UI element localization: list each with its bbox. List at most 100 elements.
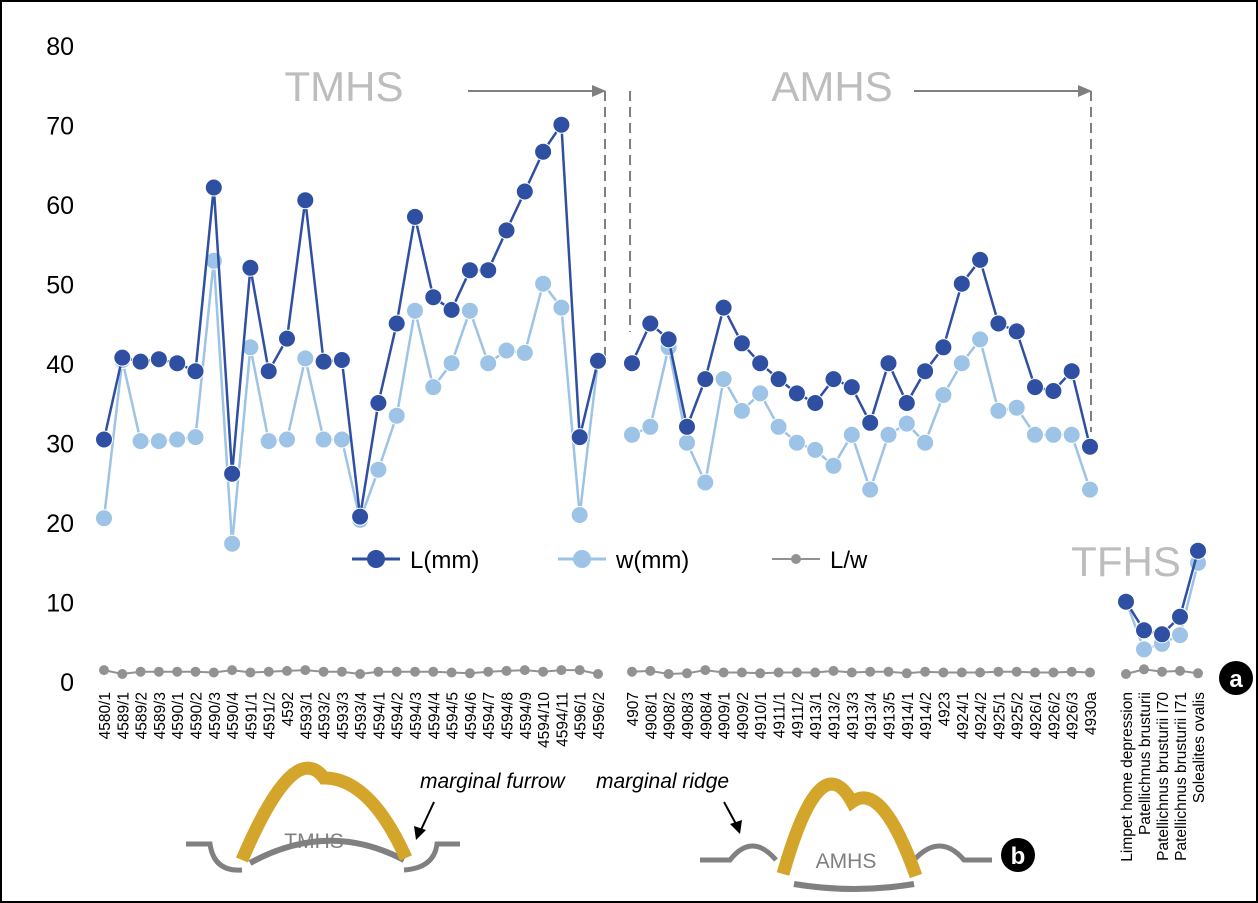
data-point <box>901 668 912 679</box>
x-tick-label: 4914/1 <box>900 692 917 739</box>
data-point <box>1062 362 1081 381</box>
data-point <box>168 430 187 449</box>
series-length <box>95 115 1207 644</box>
amhs-diagram-label: AMHS <box>816 850 877 873</box>
panel-badges: ab <box>1001 661 1253 872</box>
data-point <box>259 362 278 381</box>
data-point <box>1085 667 1095 678</box>
data-point <box>355 669 366 679</box>
x-tick-label: 4594/2 <box>390 692 407 739</box>
x-tick-label: 4908/1 <box>643 692 660 739</box>
x-tick-label: 4589/2 <box>134 692 151 739</box>
x-tick-label: 4913/4 <box>863 692 880 740</box>
data-point <box>186 362 205 381</box>
data-point <box>241 338 260 357</box>
data-point <box>259 432 278 451</box>
data-point <box>479 354 498 373</box>
x-tick-label: 4908/3 <box>680 692 697 739</box>
x-tick-label: Patellichnus brusturii I71 <box>1173 692 1190 861</box>
data-point <box>1171 626 1189 645</box>
furrow-arrow-line <box>419 801 435 833</box>
y-tick-label: 40 <box>46 351 74 379</box>
data-point <box>700 665 711 676</box>
data-point <box>879 354 898 373</box>
data-point <box>696 473 715 492</box>
x-tick-label: 4594/4 <box>426 692 443 740</box>
data-point <box>732 334 751 353</box>
data-point <box>678 433 696 452</box>
y-axis: 0 10 20 30 40 50 60 70 80 <box>46 33 74 697</box>
data-point <box>1157 666 1167 677</box>
x-tick-label: 4925/1 <box>991 692 1008 739</box>
data-point <box>332 430 351 449</box>
data-point <box>223 464 242 483</box>
x-tick-label: 4590/3 <box>207 692 224 739</box>
data-point <box>515 182 534 201</box>
data-point <box>769 417 788 436</box>
data-point <box>755 668 766 679</box>
data-point <box>696 370 715 389</box>
data-point <box>172 666 183 677</box>
data-point <box>497 221 516 240</box>
data-point <box>952 354 971 373</box>
data-point <box>332 351 351 369</box>
data-point <box>318 666 329 677</box>
data-point <box>1189 541 1207 560</box>
data-point <box>149 350 168 369</box>
x-tick-label: 4913/1 <box>808 692 825 739</box>
x-tick-label: 4594/3 <box>408 692 425 739</box>
data-point <box>278 329 296 348</box>
data-point <box>861 413 880 432</box>
marginal-furrow-label: marginal furrow <box>420 770 567 793</box>
data-point <box>806 394 825 412</box>
data-point <box>956 667 967 678</box>
data-point <box>245 667 256 678</box>
x-tick-label: Limpet home depression <box>1119 692 1136 862</box>
data-point <box>446 667 457 678</box>
x-tick-label: 4926/2 <box>1046 692 1063 739</box>
data-point <box>574 665 585 676</box>
data-point <box>464 668 475 679</box>
data-point <box>1121 669 1131 679</box>
data-point <box>1062 425 1081 444</box>
x-tick-label: 4911/2 <box>790 692 807 738</box>
data-point <box>501 665 512 676</box>
y-tick-label: 20 <box>46 510 74 538</box>
legend-label: L/w <box>830 547 868 574</box>
data-point <box>1048 667 1059 678</box>
data-point <box>391 666 402 677</box>
x-tick-label: 4909/1 <box>717 692 734 739</box>
x-tick-label: 4596/1 <box>573 692 590 739</box>
data-point <box>1030 667 1040 678</box>
data-point <box>787 433 806 452</box>
data-point <box>1044 425 1063 444</box>
data-point <box>975 667 986 678</box>
amhs-shell <box>776 777 923 879</box>
data-point <box>641 314 660 333</box>
data-point <box>460 261 479 280</box>
data-point <box>515 343 534 362</box>
x-tick-label: Solealites ovalis <box>1191 692 1208 803</box>
x-tick-label: Patellichnus brusturii I70 <box>1155 692 1172 861</box>
data-point <box>883 666 894 677</box>
legend-label: w(mm) <box>615 547 689 574</box>
data-point <box>751 384 770 403</box>
data-point <box>865 666 876 677</box>
data-point <box>659 330 678 349</box>
series-ratio <box>99 664 1203 679</box>
data-point <box>1139 664 1149 675</box>
data-point <box>897 414 916 433</box>
x-tick-label: 4593/2 <box>317 692 334 739</box>
data-point <box>861 480 880 499</box>
data-point <box>424 378 443 397</box>
data-point <box>971 250 990 269</box>
y-tick-label: 30 <box>46 431 74 459</box>
data-point <box>993 666 1004 677</box>
x-tick-label: 4908/4 <box>698 692 715 740</box>
x-tick-label: 4907 <box>625 692 642 726</box>
y-tick-label: 80 <box>46 33 74 61</box>
panel-b-badge <box>1001 838 1035 872</box>
amhs-right-ridge <box>912 843 992 863</box>
x-tick-label: 4594/10 <box>536 692 553 748</box>
